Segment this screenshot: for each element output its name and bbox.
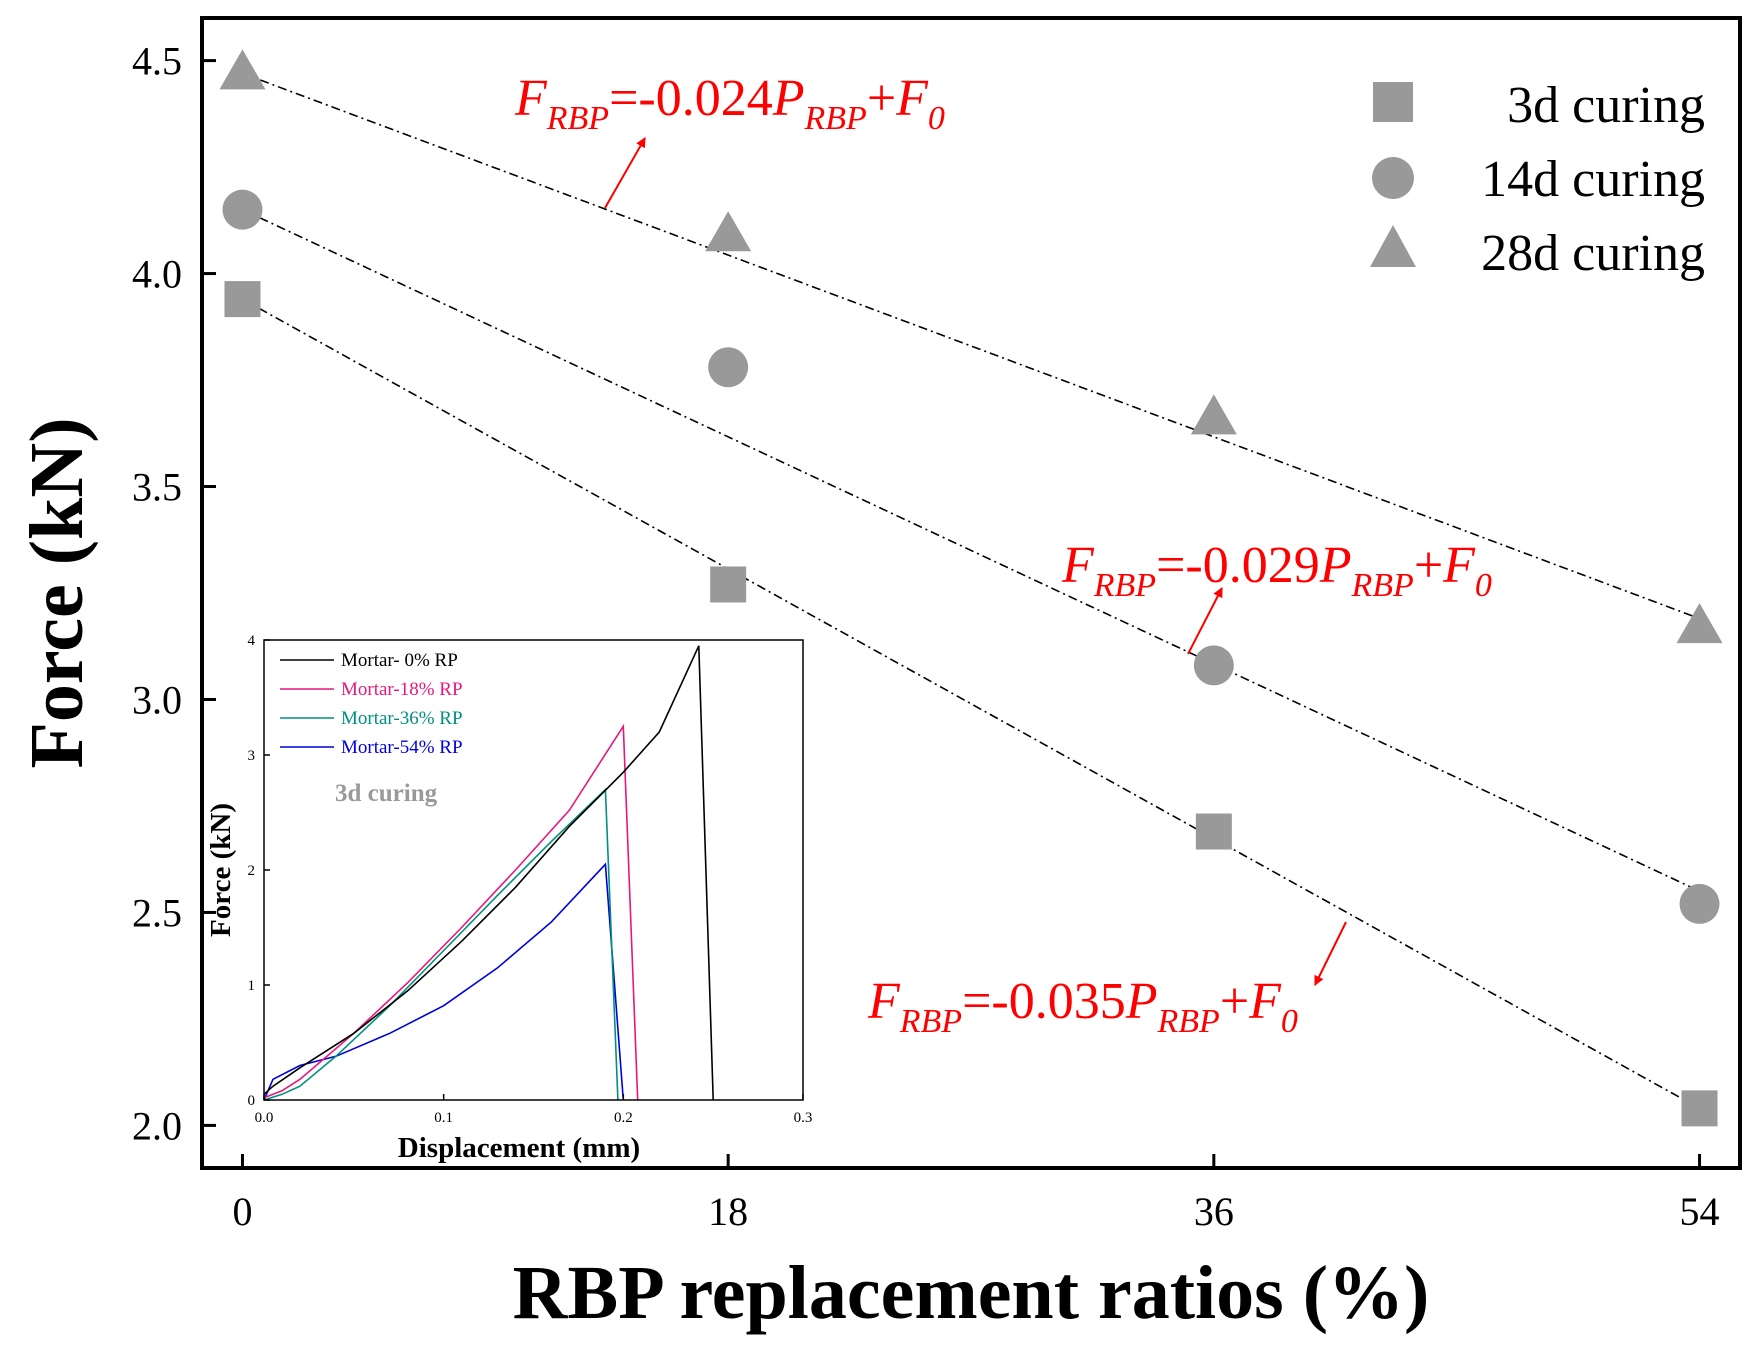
legend-marker-triangle — [1370, 225, 1416, 267]
point-14d-54 — [1679, 883, 1720, 924]
legend-label-28d: 28d curing — [1481, 225, 1705, 282]
inset-curve — [263, 862, 625, 1101]
y-tick-label: 3.5 — [132, 465, 182, 510]
main-fit-lines — [242, 72, 1700, 1110]
x-tick-label: 18 — [708, 1189, 748, 1234]
x-tick-label: 36 — [1194, 1189, 1234, 1234]
point-28d-0 — [219, 49, 266, 90]
point-3d-54 — [1681, 1090, 1718, 1127]
equation-arrow-28d — [604, 137, 646, 209]
legend-label-3d: 3d curing — [1507, 77, 1705, 134]
inset-x-tick-label: 0.1 — [434, 1110, 453, 1126]
main-tick-layer: 2.0 2.5 3.0 3.5 4.0 4.5 0 18 36 54 — [132, 39, 1720, 1234]
inset-y-tick-label: 1 — [248, 978, 256, 994]
point-3d-0 — [224, 281, 261, 318]
equation-3d: FRBP=-0.035PRBP+F0 — [867, 921, 1347, 1040]
legend-marker-circle — [1372, 157, 1414, 199]
inset-x-tick-label: 0.2 — [614, 1110, 633, 1126]
inset-y-tick-label: 2 — [248, 863, 256, 879]
fit-line-28d — [242, 72, 1700, 620]
equation-arrow-14d — [1187, 587, 1223, 655]
y-tick-label: 3.0 — [132, 677, 182, 722]
point-14d-0 — [222, 189, 263, 230]
x-axis-title: RBP replacement ratios (%) — [513, 1251, 1430, 1335]
inset-curve — [263, 645, 714, 1101]
equation-14d: FRBP=-0.029PRBP+F0 — [1061, 537, 1492, 655]
equation-arrow-3d — [1314, 921, 1347, 986]
equation-text-14d: FRBP=-0.029PRBP+F0 — [1061, 537, 1492, 604]
y-tick-label: 2.5 — [132, 890, 182, 935]
point-28d-54 — [1676, 603, 1723, 644]
y-axis-title: Force (kN) — [15, 417, 99, 768]
inset-curves — [263, 645, 714, 1101]
inset-background — [264, 640, 803, 1100]
inset-x-tick-label: 0.0 — [255, 1110, 274, 1126]
y-tick-label: 4.5 — [132, 39, 182, 84]
equation-28d: FRBP=-0.024PRBP+F0 — [514, 70, 945, 209]
y-tick-label: 4.0 — [132, 252, 182, 297]
inset-legend-label: Mortar-54% RP — [341, 737, 463, 758]
fit-line-14d — [242, 208, 1700, 892]
fit-line-3d — [242, 298, 1700, 1110]
x-tick-label: 0 — [232, 1189, 252, 1234]
y-tick-label: 2.0 — [132, 1103, 182, 1148]
inset-y-axis-title: Force (kN) — [205, 803, 237, 937]
inset-x-tick-label: 0.3 — [794, 1110, 813, 1126]
point-28d-18 — [705, 211, 752, 252]
equation-text-28d: FRBP=-0.024PRBP+F0 — [514, 70, 945, 137]
point-3d-18 — [710, 566, 747, 603]
inset-curve — [263, 723, 639, 1101]
legend-label-14d: 14d curing — [1481, 151, 1705, 208]
inset-legend: Mortar- 0% RP Mortar-18% RP Mortar-36% RP M… — [280, 650, 463, 807]
inset-chart: 0 1 2 3 4 0.0 0.1 0.2 0.3 Mortar- 0% RP Mortar-18… — [205, 633, 812, 1164]
equation-text-3d: FRBP=-0.035PRBP+F0 — [867, 973, 1298, 1040]
inset-legend-label: Mortar-36% RP — [341, 708, 463, 729]
main-plot-frame — [200, 16, 1742, 1170]
inset-title: 3d curing — [335, 780, 438, 807]
inset-y-tick-label: 4 — [248, 633, 256, 649]
point-3d-36 — [1195, 813, 1232, 850]
point-14d-18 — [708, 347, 749, 388]
inset-tick-layer: 0 1 2 3 4 0.0 0.1 0.2 0.3 — [248, 633, 813, 1126]
legend-marker-square — [1373, 82, 1413, 122]
main-data-points — [219, 49, 1723, 1127]
inset-x-axis-title: Displacement (mm) — [398, 1132, 640, 1164]
inset-y-tick-label: 3 — [248, 748, 256, 764]
inset-y-tick-label: 0 — [248, 1093, 256, 1109]
point-14d-36 — [1193, 645, 1234, 686]
x-tick-label: 54 — [1680, 1189, 1720, 1234]
point-28d-36 — [1190, 394, 1237, 435]
inset-curve — [263, 787, 619, 1101]
inset-legend-label: Mortar- 0% RP — [341, 650, 458, 671]
inset-legend-label: Mortar-18% RP — [341, 679, 463, 700]
legend: 3d curing 14d curing 28d curing — [1370, 77, 1705, 282]
